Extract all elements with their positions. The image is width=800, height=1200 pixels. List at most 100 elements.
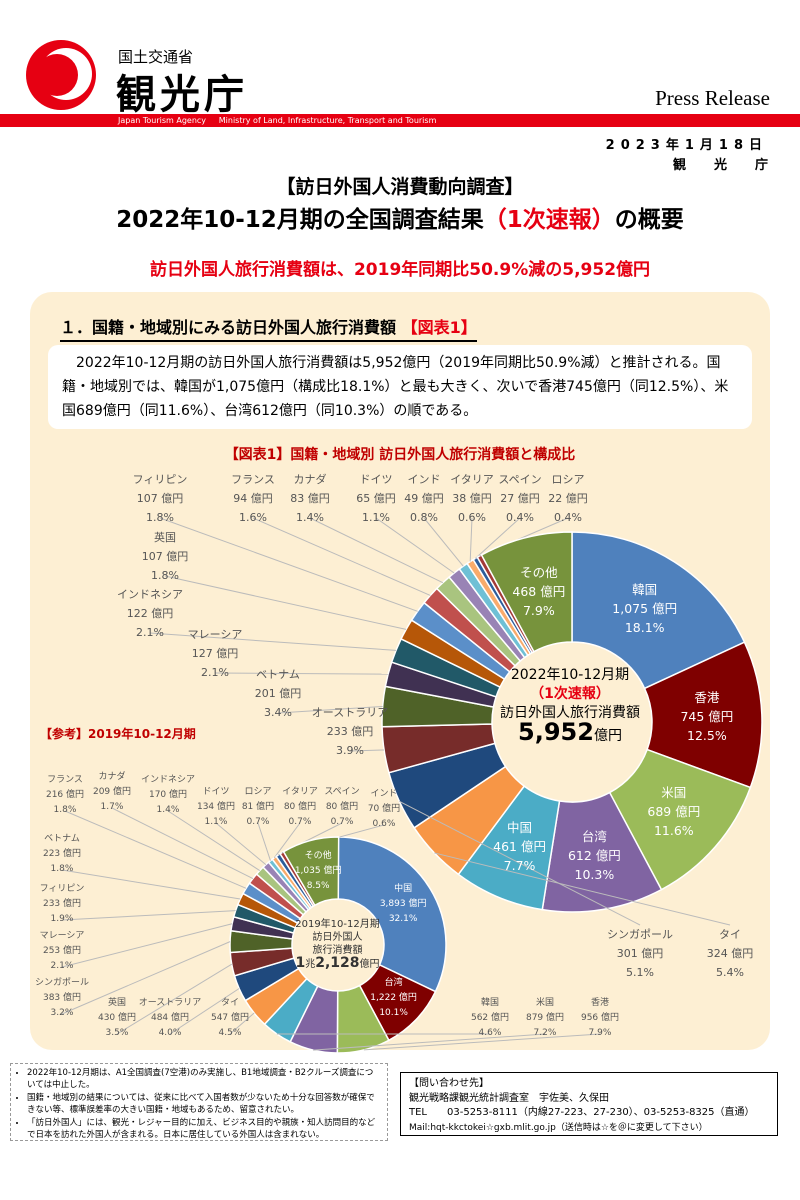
slice-label: スペイン 27 億円 0.4% — [498, 470, 541, 527]
slice-pct: 0.7% — [246, 817, 270, 827]
slice-name: 中国 — [507, 820, 533, 836]
contact-tel: TEL 03-5253-8111（内線27-223、27-230）、03-525… — [409, 1107, 755, 1118]
slice-value: 80 億円 — [283, 802, 317, 812]
slice-value: 209 億円 — [92, 787, 132, 797]
center-total-a: 1 — [295, 955, 306, 971]
note: 「訪日外国人」には、観光・レジャー目的に加え、ビジネス目的や親族・知人訪問目的な… — [27, 1117, 381, 1141]
slice-name: ドイツ — [359, 473, 393, 486]
slice-label: カナダ 83 億円 1.4% — [290, 470, 330, 527]
slice-name: インドネシア — [140, 775, 196, 785]
slice-label: 台湾 612 億円 10.3% — [568, 827, 621, 884]
slice-label: カナダ 209 億円 1.7% — [93, 770, 131, 815]
slice-pct: 4.6% — [478, 1028, 502, 1038]
slice-value: 1,035 億円 — [294, 865, 342, 876]
slice-label: 台湾 1,222 億円 10.1% — [370, 976, 417, 1021]
slice-label: その他 1,035 億円 8.5% — [295, 849, 342, 894]
slice-name: シンガポール — [607, 928, 673, 941]
slice-value: 430 億円 — [97, 1013, 137, 1023]
slice-name: 中国 — [394, 883, 413, 894]
slice-pct: 3.4% — [264, 706, 292, 719]
slice-value: 216 億円 — [45, 790, 85, 800]
slice-label: フィリピン 233 億円 1.9% — [40, 882, 85, 927]
chart2-center: 2019年10-12月期 訪日外国人 旅行消費額 1兆2,128億円 — [280, 918, 395, 971]
slice-name: スペイン — [498, 473, 542, 486]
slice-name: 米国 — [661, 784, 687, 800]
slice-value: 233 億円 — [326, 725, 374, 738]
slice-pct: 4.0% — [158, 1028, 182, 1038]
center-tag: （1次速報） — [530, 686, 610, 702]
slice-value: 94 億円 — [233, 492, 273, 505]
slice-value: 956 億円 — [580, 1013, 620, 1023]
center-label2: 旅行消費額 — [312, 945, 363, 956]
slice-value: 80 億円 — [325, 802, 359, 812]
slice-name: ベトナム — [256, 668, 300, 681]
contact-heading: 【問い合わせ先】 — [409, 1078, 489, 1089]
slice-pct: 5.1% — [626, 966, 654, 979]
slice-name: 韓国 — [480, 998, 500, 1008]
slice-pct: 1.1% — [204, 817, 228, 827]
slice-name: フィリピン — [132, 473, 188, 486]
slice-value: 383 億円 — [42, 993, 82, 1003]
slice-pct: 1.4% — [296, 511, 324, 524]
slice-name: マレーシア — [39, 931, 85, 941]
slice-name: その他 — [520, 565, 558, 581]
slice-value: 468 億円 — [512, 584, 566, 600]
slice-pct: 0.6% — [458, 511, 486, 524]
slice-value: 38 億円 — [452, 492, 492, 505]
note: 2022年10-12月期は、A1全国調査(7空港)のみ実施し、B1地域調査・B2… — [27, 1067, 381, 1091]
title-tag: （1次速報） — [483, 207, 615, 233]
slice-name: ドイツ — [202, 787, 230, 797]
center-period: 2019年10-12月期 — [295, 919, 380, 930]
slice-label: 香港 956 億円 7.9% — [581, 996, 619, 1041]
slice-pct: 0.4% — [506, 511, 534, 524]
slice-label: ベトナム 223 億円 1.8% — [43, 832, 81, 877]
slice-value: 324 億円 — [706, 947, 754, 960]
slice-name: マレーシア — [187, 628, 243, 641]
slice-name: ロシア — [244, 787, 272, 797]
slice-pct: 7.9% — [522, 603, 555, 619]
slice-name: インド — [370, 789, 398, 799]
title-line1: 【訪日外国人消費動向調査】 — [276, 176, 524, 198]
press-release-label: Press Release — [655, 86, 770, 110]
slice-value: 461 億円 — [493, 839, 546, 855]
slice-label: ドイツ 65 億円 1.1% — [356, 470, 396, 527]
slice-name: その他 — [304, 850, 332, 861]
slice-value: 107 億円 — [136, 492, 184, 505]
slice-label: ドイツ 134 億円 1.1% — [197, 785, 235, 830]
slice-pct: 0.7% — [288, 817, 312, 827]
slice-name: 米国 — [535, 998, 555, 1008]
slice-name: インド — [407, 473, 441, 486]
slice-label: イタリア 38 億円 0.6% — [450, 470, 494, 527]
slice-value: 3,893 億円 — [379, 898, 427, 909]
slice-pct: 1.8% — [146, 511, 174, 524]
center-total-c: 2,128 — [315, 955, 360, 971]
slice-name: フィリピン — [39, 884, 85, 894]
center-period: 2022年10-12月期 — [510, 667, 630, 683]
slice-label: ベトナム 201 億円 3.4% — [255, 665, 302, 722]
contact-mail: Mail:hqt-kkctokei☆gxb.mlit.go.jp（送信時は☆を＠… — [409, 1122, 708, 1133]
slice-name: タイ — [719, 928, 741, 941]
slice-value: 65 億円 — [356, 492, 396, 505]
slice-value: 879 億円 — [525, 1013, 565, 1023]
slice-label: タイ 547 億円 4.5% — [211, 996, 249, 1041]
slice-label: 英国 430 億円 3.5% — [98, 996, 136, 1041]
slice-name: 香港 — [694, 690, 720, 706]
center-total: 5,952 — [518, 718, 594, 746]
slice-label: イタリア 80 億円 0.7% — [282, 785, 318, 830]
slice-name: 台湾 — [384, 978, 403, 989]
slice-pct: 1.6% — [239, 511, 267, 524]
slice-name: フランス — [231, 473, 275, 486]
slice-value: 223 億円 — [42, 849, 82, 859]
contact-box: 【問い合わせ先】 観光戦略課観光統計調査室 宇佐美、久保田 TEL 03-525… — [400, 1072, 778, 1136]
slice-pct: 7.2% — [533, 1028, 557, 1038]
slice-name: フランス — [47, 775, 83, 785]
slice-name: インドネシア — [117, 588, 183, 601]
slice-pct: 4.5% — [218, 1028, 242, 1038]
slice-value: 127 億円 — [191, 647, 239, 660]
slice-label: オーストラリア 233 億円 3.9% — [312, 703, 388, 760]
slice-name: ロシア — [551, 473, 585, 486]
slice-value: 547 億円 — [210, 1013, 250, 1023]
slice-label: インドネシア 122 億円 2.1% — [117, 585, 183, 642]
slice-pct: 1.7% — [100, 802, 124, 812]
slice-label: インドネシア 170 億円 1.4% — [141, 773, 195, 818]
